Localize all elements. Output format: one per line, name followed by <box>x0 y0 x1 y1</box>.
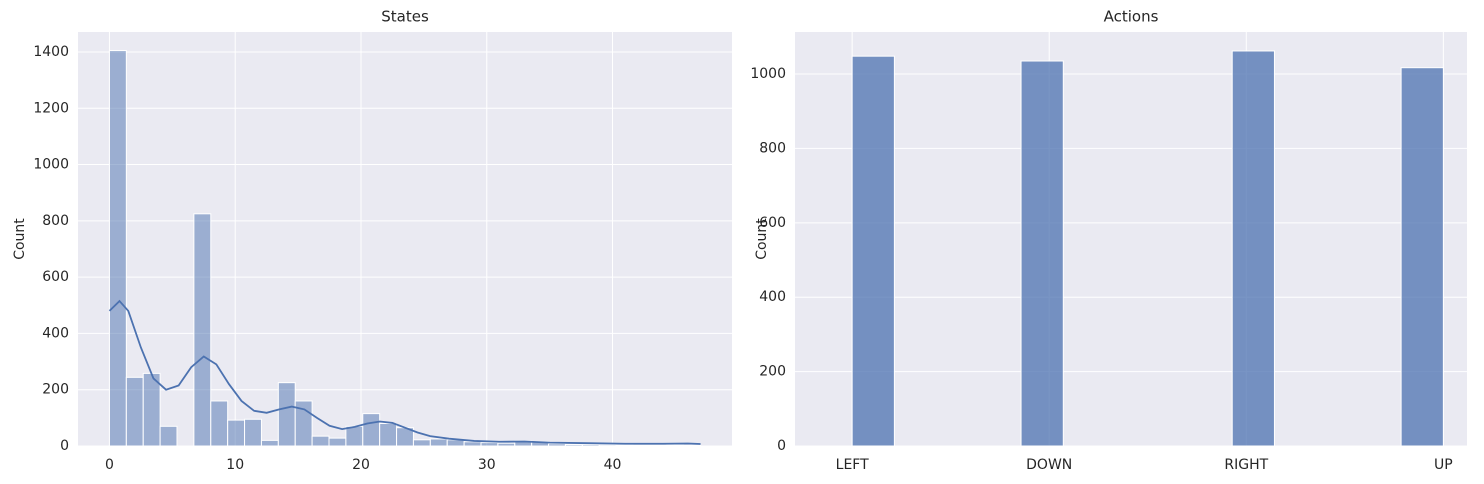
y-tick-label: 200 <box>42 382 69 398</box>
bar <box>564 444 583 447</box>
y-tick-label: 800 <box>759 140 786 156</box>
bar <box>598 444 617 447</box>
y-tick-label: 600 <box>42 269 69 285</box>
bar <box>581 444 600 447</box>
y-tick-label: 1400 <box>33 44 69 60</box>
y-tick-label: 1000 <box>33 157 69 173</box>
chart-title: States <box>381 8 429 26</box>
x-tick-label: 40 <box>604 457 622 473</box>
bar <box>210 400 229 447</box>
x-tick-label: RIGHT <box>1224 457 1268 473</box>
bar <box>649 444 668 447</box>
y-tick-label: 400 <box>42 325 69 341</box>
x-tick-label: 20 <box>352 457 370 473</box>
y-tick-label: 200 <box>759 364 786 380</box>
bar <box>1231 50 1275 447</box>
bar <box>412 439 431 447</box>
bar <box>362 413 381 447</box>
x-tick-label: LEFT <box>836 457 869 473</box>
y-tick-label: 0 <box>60 438 69 454</box>
bar <box>497 442 516 447</box>
y-tick-label: 1000 <box>750 66 786 82</box>
bar <box>277 382 296 447</box>
bar <box>244 418 262 447</box>
bar <box>260 439 279 447</box>
y-axis-label: Count <box>12 218 28 260</box>
y-tick-label: 1200 <box>33 100 69 116</box>
y-axis-label: Count <box>754 218 770 260</box>
x-tick-label: 30 <box>478 457 496 473</box>
x-tick-label: 0 <box>105 457 114 473</box>
bar <box>446 439 465 447</box>
y-tick-label: 600 <box>759 215 786 231</box>
bar <box>429 438 448 447</box>
bar <box>1020 60 1064 447</box>
bar <box>328 437 347 447</box>
chart-title: Actions <box>1104 8 1159 26</box>
x-tick-label: UP <box>1434 457 1453 473</box>
bar <box>632 444 651 447</box>
bar <box>142 372 161 447</box>
bar <box>666 444 685 447</box>
bar <box>193 213 212 447</box>
x-tick-label: 10 <box>226 457 244 473</box>
kde-line <box>108 299 701 445</box>
bar <box>683 444 702 447</box>
bar <box>480 442 499 447</box>
plot-area <box>795 32 1467 446</box>
bar <box>345 425 364 447</box>
bar <box>159 425 178 447</box>
bar <box>227 419 246 447</box>
y-tick-label: 0 <box>777 438 786 454</box>
bar <box>125 376 144 447</box>
bar <box>615 444 634 447</box>
bar <box>379 422 398 447</box>
bar <box>311 435 330 447</box>
bar <box>851 55 895 447</box>
bar <box>108 50 127 447</box>
y-tick-label: 400 <box>759 289 786 305</box>
plot-area <box>78 32 732 446</box>
x-tick-label: DOWN <box>1026 457 1072 473</box>
bar <box>463 441 482 447</box>
y-tick-label: 800 <box>42 213 69 229</box>
bar <box>548 443 566 447</box>
bar <box>1400 67 1444 447</box>
